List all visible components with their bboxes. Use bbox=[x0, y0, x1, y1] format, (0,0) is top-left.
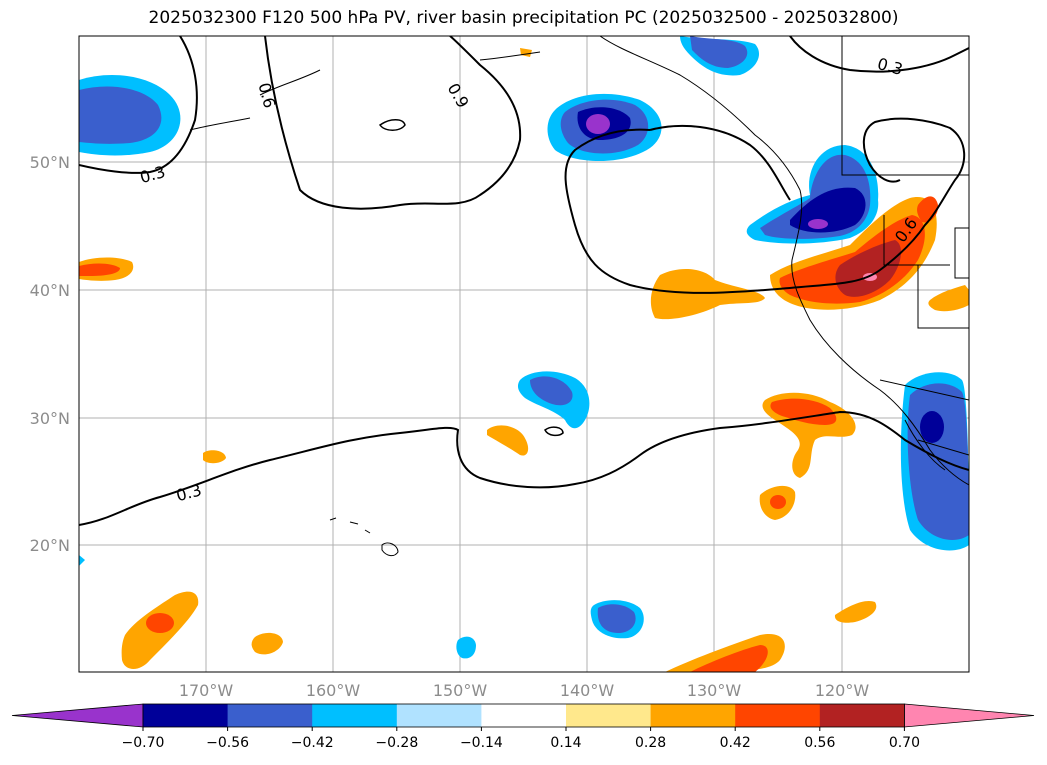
colorbar-tick-label: 0.42 bbox=[720, 735, 751, 751]
colorbar-tick-label: −0.42 bbox=[291, 735, 334, 751]
lat-tick-label: 20°N bbox=[30, 536, 70, 555]
colorbar-extend-min bbox=[11, 703, 144, 728]
map-frame bbox=[78, 35, 970, 673]
colorbar-extend-max bbox=[904, 703, 1035, 728]
lon-tick-label: 130°W bbox=[687, 681, 742, 700]
lon-tick-label: 160°W bbox=[306, 681, 361, 700]
colorbar-tick-label: 0.28 bbox=[635, 735, 666, 751]
longitude-labels: 170°W 160°W 150°W 140°W 130°W 120°W bbox=[179, 681, 870, 700]
lat-tick-label: 40°N bbox=[30, 281, 70, 300]
map-title: 2025032300 F120 500 hPa PV, river basin … bbox=[148, 8, 899, 28]
colorbar-tick-label: 0.56 bbox=[804, 735, 835, 751]
colorbar-segment bbox=[650, 704, 736, 727]
colorbar-segment bbox=[566, 704, 652, 727]
colorbar: −0.70 −0.56 −0.42 −0.28 −0.14 0.14 0.28 0.42 0.5… bbox=[11, 703, 1035, 751]
lon-tick-label: 170°W bbox=[179, 681, 234, 700]
colorbar-tick-label: −0.14 bbox=[460, 735, 503, 751]
colorbar-tick-label: −0.70 bbox=[122, 735, 165, 751]
lon-tick-label: 150°W bbox=[433, 681, 488, 700]
colorbar-tick-label: −0.28 bbox=[375, 735, 418, 751]
colorbar-tick-label: 0.70 bbox=[889, 735, 920, 751]
colorbar-frame bbox=[142, 703, 905, 728]
colorbar-segment bbox=[312, 704, 398, 727]
latitude-labels: 50°N 40°N 30°N 20°N bbox=[30, 153, 70, 555]
colorbar-segment bbox=[481, 704, 567, 727]
colorbar-segment bbox=[143, 704, 229, 727]
colorbar-segment bbox=[735, 704, 821, 727]
map-area: 0.3 0.6 0.9 0.3 0.3 0.6 bbox=[79, 36, 969, 672]
colorbar-tick-label: −0.56 bbox=[206, 735, 249, 751]
lat-tick-label: 50°N bbox=[30, 153, 70, 172]
colorbar-tick-label: 0.14 bbox=[550, 735, 581, 751]
lon-tick-label: 140°W bbox=[560, 681, 615, 700]
colorbar-segment bbox=[227, 704, 313, 727]
colorbar-segment bbox=[819, 704, 905, 727]
lon-tick-label: 120°W bbox=[815, 681, 870, 700]
positive-precip-regions bbox=[79, 48, 969, 672]
pv-contours bbox=[79, 36, 969, 526]
lat-tick-label: 30°N bbox=[30, 409, 70, 428]
coastlines bbox=[189, 36, 969, 557]
colorbar-segment bbox=[396, 704, 482, 727]
